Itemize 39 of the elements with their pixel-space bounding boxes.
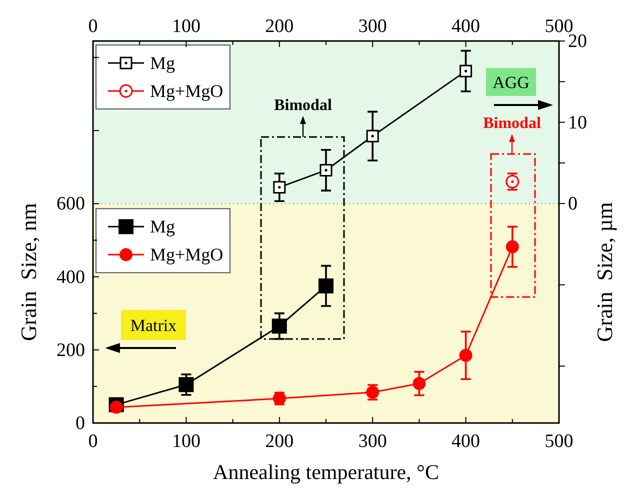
- legend-label: Mg: [150, 53, 176, 73]
- x2-tick-label: 500: [544, 431, 574, 452]
- y2-tick-label: 10: [568, 112, 587, 134]
- point: [320, 164, 332, 176]
- legend-label: Mg+MgO: [150, 244, 224, 265]
- y-tick-label: 0: [76, 413, 85, 434]
- x2-tick-label: 300: [358, 431, 387, 452]
- legend-label: Mg+MgO: [150, 81, 224, 101]
- x2-tick-label: 400: [452, 431, 480, 452]
- point: [506, 240, 519, 254]
- y-tick-label: 400: [56, 266, 85, 288]
- y2-tick-label: 20: [568, 31, 587, 52]
- x-tick-label: 200: [265, 16, 294, 37]
- point: [412, 377, 426, 390]
- point: [460, 64, 472, 78]
- y2-tick-label: 0: [568, 194, 578, 215]
- annotation: Bimodal: [483, 115, 542, 132]
- x2-tick-label: 100: [172, 431, 200, 452]
- y-tick-label: 200: [56, 340, 85, 361]
- x-tick-label: 0: [88, 16, 98, 37]
- point: [273, 181, 286, 194]
- y-tick-label: 600: [56, 194, 85, 215]
- point: [318, 278, 334, 294]
- y2-axis-title: Grain Size, µm: [592, 202, 617, 342]
- legend-label: Mg: [150, 216, 176, 237]
- x-tick-label: 400: [452, 16, 480, 37]
- point: [178, 377, 194, 392]
- x-tick-label: 100: [172, 16, 200, 37]
- x2-tick-label: 0: [88, 431, 98, 452]
- point: [272, 318, 287, 334]
- x-axis-title: Annealing temperature, °C: [213, 460, 439, 484]
- y-axis-title: Grain Size, nm: [16, 202, 41, 342]
- x-tick-label: 300: [358, 16, 387, 37]
- point: [366, 130, 379, 142]
- point: [459, 348, 472, 362]
- annotation: AGG: [492, 73, 530, 92]
- annotation: Matrix: [130, 316, 178, 335]
- annotation: Bimodal: [274, 97, 332, 114]
- x2-tick-label: 200: [265, 431, 294, 452]
